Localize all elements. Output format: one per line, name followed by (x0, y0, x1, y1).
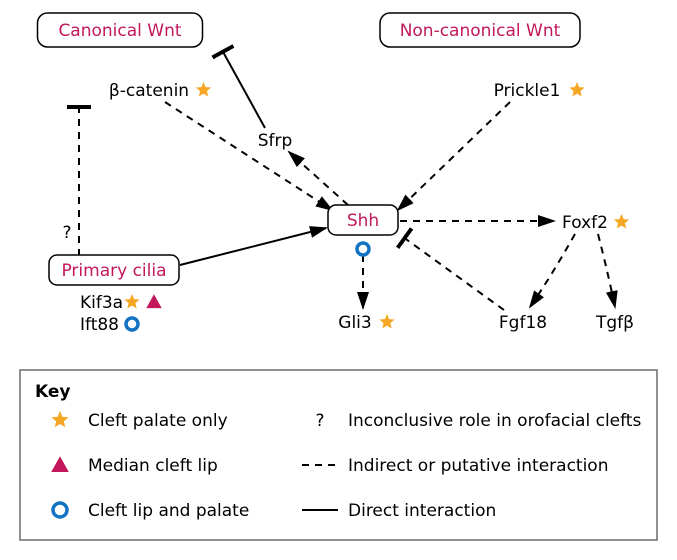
edge-shh-sfrp (289, 152, 348, 205)
edge-foxf2-fgf18 (530, 234, 575, 307)
node-label-kif3a: Kif3a (80, 293, 123, 313)
mark-star-foxf2 (614, 214, 629, 228)
key-label-0: Cleft palate only (88, 411, 228, 431)
node-label-sfrp: Sfrp (258, 131, 293, 151)
key-title: Key (35, 382, 71, 402)
mark-star-kif3a (124, 294, 139, 308)
node-label-primary: Primary cilia (61, 261, 166, 281)
mark-circle-ift88 (126, 318, 138, 330)
key-label-4: Indirect or putative interaction (348, 456, 609, 476)
node-sfrp: Sfrp (258, 131, 293, 151)
node-label-tgfb: Tgfβ (595, 313, 634, 333)
node-gli3: Gli3 (338, 313, 394, 333)
node-foxf2: Foxf2 (562, 213, 629, 233)
node-noncanonical: Non-canonical Wnt (380, 13, 580, 47)
edge-primary-shh (180, 228, 326, 265)
node-kif3a: Kif3a (80, 293, 162, 313)
key-label-5: Direct interaction (348, 501, 496, 521)
node-qmark: ? (62, 223, 71, 243)
key-row-4: Indirect or putative interaction (302, 456, 609, 476)
mark-star-bcatenin (196, 82, 211, 96)
node-shh: Shh (328, 205, 398, 255)
node-label-qmark: ? (62, 223, 71, 243)
edge-prickle-shh (398, 102, 510, 210)
node-label-canonical: Canonical Wnt (58, 21, 181, 41)
node-fgf18: Fgf18 (499, 313, 547, 333)
node-label-bcatenin: β-catenin (109, 81, 189, 101)
mark-triangle-kif3a (146, 294, 161, 308)
node-label-noncanonical: Non-canonical Wnt (400, 21, 561, 41)
node-prickle: Prickle1 (494, 81, 585, 101)
node-label-shh: Shh (347, 211, 379, 231)
edge-bcat-shh (165, 102, 332, 210)
edge-foxf2-tgfb (598, 234, 615, 307)
node-label-foxf2: Foxf2 (562, 213, 608, 233)
key-label-2: Cleft lip and palate (88, 501, 249, 521)
node-tgfb: Tgfβ (595, 313, 634, 333)
edge-fgf18-shh (403, 237, 504, 310)
node-label-fgf18: Fgf18 (499, 313, 547, 333)
mark-star-prickle (569, 82, 584, 96)
key-row-3: ? Inconclusive role in orofacial clefts (315, 411, 641, 431)
node-label-prickle: Prickle1 (494, 81, 561, 101)
node-label-ift88: Ift88 (80, 315, 119, 335)
key-icon-qmark: ? (315, 411, 324, 431)
node-bcatenin: β-catenin (109, 81, 211, 101)
key-icon-star (51, 411, 68, 427)
node-primary: Primary cilia (49, 255, 179, 285)
key-row-1: Median cleft lip (51, 456, 218, 476)
node-label-gli3: Gli3 (338, 313, 371, 333)
key-label-1: Median cleft lip (88, 456, 218, 476)
edge-sfrp-canon (222, 50, 265, 128)
key-row-0: Cleft palate only (51, 411, 227, 431)
mark-circle-below-shh (357, 243, 369, 255)
key-row-5: Direct interaction (302, 501, 496, 521)
mark-star-gli3 (379, 314, 394, 328)
node-ift88: Ift88 (80, 315, 138, 335)
key-label-3: Inconclusive role in orofacial clefts (348, 411, 641, 431)
key-icon-triangle (51, 456, 69, 472)
node-canonical: Canonical Wnt (38, 13, 203, 47)
key-row-2: Cleft lip and palate (53, 501, 249, 521)
key-icon-circle (53, 503, 67, 517)
